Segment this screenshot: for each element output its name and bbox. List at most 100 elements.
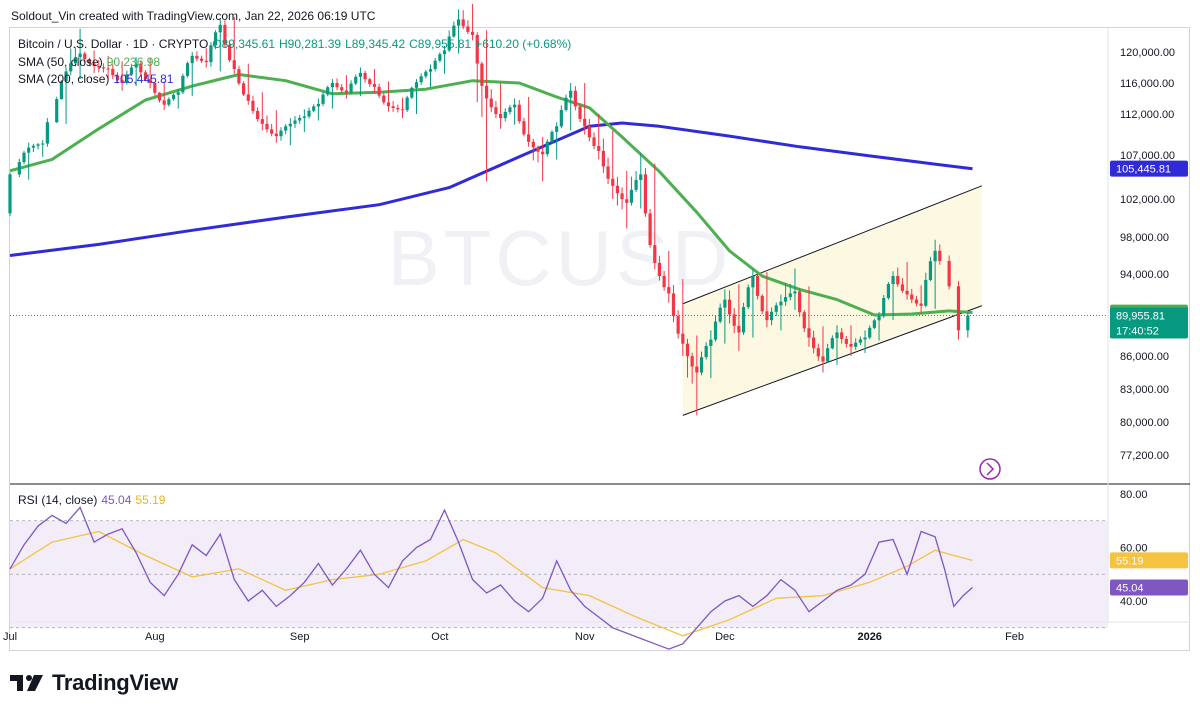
candle-body <box>802 312 806 329</box>
candle-body <box>143 72 148 80</box>
candle-body <box>419 76 423 83</box>
candle-body <box>760 295 764 312</box>
candle-body <box>73 57 78 64</box>
candle-body <box>428 69 433 72</box>
candle-body <box>354 76 358 84</box>
candle-body <box>274 133 278 137</box>
candle-body <box>657 262 662 276</box>
candle-body <box>386 102 391 107</box>
candle-body <box>424 71 428 77</box>
candle-body <box>704 345 708 358</box>
price-tick-label: 107,000.00 <box>1120 150 1175 162</box>
rsi-legend-value: 45.04 <box>101 493 132 507</box>
candle-body <box>798 291 802 313</box>
replay-icon <box>979 458 1001 480</box>
candle-body <box>326 87 330 95</box>
candle-body <box>228 44 232 61</box>
candle-body <box>793 291 797 294</box>
candle-body <box>498 114 503 119</box>
candle-body <box>877 316 881 321</box>
candle-body <box>171 94 176 100</box>
candle-body <box>270 129 274 134</box>
candle-body <box>592 137 596 146</box>
candle-body <box>470 31 475 35</box>
candle-body <box>924 279 928 306</box>
candle-body <box>854 342 858 347</box>
price-tick-label: 94,000.00 <box>1120 269 1169 281</box>
rsi-ma-line <box>9 530 973 637</box>
candle-body <box>550 131 554 142</box>
candle-body <box>517 104 521 122</box>
candle-body <box>466 26 470 32</box>
candle-body <box>868 327 872 338</box>
candle-body <box>372 84 377 87</box>
candle-body <box>597 145 601 151</box>
candle-body <box>260 119 264 124</box>
candle-body <box>461 19 465 27</box>
legend-low: L89,345.42 <box>345 37 406 51</box>
candle-body <box>157 92 162 101</box>
candle-body <box>251 100 255 111</box>
candle-body <box>601 150 605 167</box>
candle-body <box>484 85 489 99</box>
candle-body <box>396 107 400 110</box>
candle-body <box>676 316 680 334</box>
time-tick-label: Jul <box>3 631 17 643</box>
candle-body <box>774 305 778 312</box>
candle-body <box>176 92 180 95</box>
rsi-legend-label: RSI (14, close) <box>18 493 98 507</box>
candle-body <box>125 74 129 83</box>
candle-body <box>840 332 844 339</box>
candle-body <box>737 325 741 333</box>
candle-body <box>480 63 484 86</box>
candle-body <box>242 83 246 95</box>
candle-body <box>148 79 152 83</box>
candle-body <box>41 143 45 145</box>
candle-body <box>755 276 760 296</box>
candle-body <box>583 118 587 127</box>
price-tick-label: 98,000.00 <box>1120 232 1169 244</box>
candle-body <box>349 83 353 93</box>
candle-body <box>564 97 568 110</box>
candle-body <box>826 348 830 362</box>
candle-body <box>438 54 442 61</box>
candle-body <box>391 106 395 108</box>
candle-body <box>629 189 634 203</box>
candle-body <box>78 53 82 58</box>
candle-body <box>765 311 769 321</box>
candle-body <box>256 110 260 120</box>
candle-body <box>896 276 900 285</box>
tradingview-logo-icon <box>10 675 43 691</box>
candle-body <box>769 311 774 321</box>
last-price-tag-box <box>1110 307 1188 339</box>
candle-body <box>134 63 138 68</box>
candle-body <box>92 63 96 66</box>
candle-body <box>536 147 540 152</box>
rsi-line <box>9 506 973 650</box>
candle-body <box>185 63 190 76</box>
candle-body <box>835 332 839 339</box>
candle-body <box>849 343 853 347</box>
time-tick-label: Sep <box>290 631 310 643</box>
candle-body <box>905 290 909 295</box>
rsi-tag-text: 45.04 <box>1116 583 1144 595</box>
tradingview-logo[interactable]: TradingView <box>10 670 178 696</box>
candle-body <box>844 338 848 344</box>
price-tick-label: 86,000.00 <box>1120 351 1169 363</box>
candle-body <box>503 111 507 119</box>
candle-body <box>45 122 49 144</box>
time-tick-label: Oct <box>431 631 448 643</box>
candle-body <box>578 106 582 119</box>
candle-body <box>120 80 124 83</box>
candle-body <box>541 151 545 155</box>
candle-body <box>27 147 31 153</box>
candle-body <box>190 55 194 64</box>
candle-body <box>723 299 727 308</box>
candle-body <box>382 95 386 103</box>
candle-body <box>22 152 26 163</box>
candle-body <box>8 174 12 214</box>
candle-body <box>779 301 783 306</box>
rsi-tick-label: 80.00 <box>1120 489 1148 501</box>
candle-body <box>816 348 820 357</box>
